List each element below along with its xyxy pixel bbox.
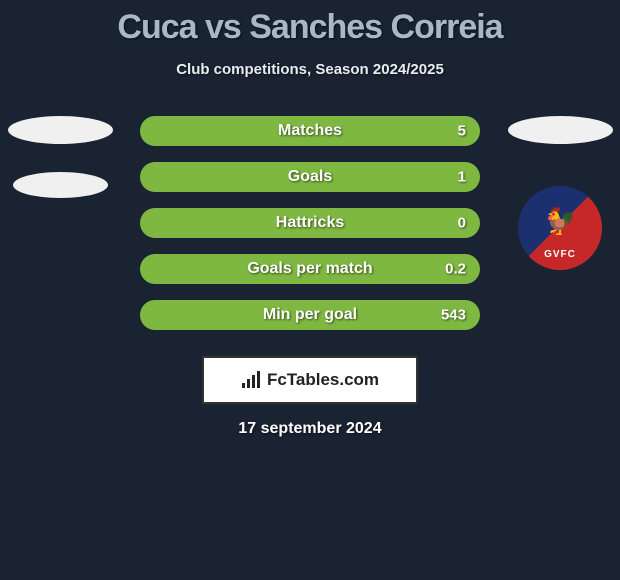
stat-bar-value-right: 1 — [458, 169, 466, 186]
stat-bar-value-right: 0 — [458, 215, 466, 232]
stat-bar: Goals per match 0.2 — [140, 254, 480, 284]
left-placeholder-ellipse-1 — [8, 116, 113, 144]
stat-bar-value-right: 543 — [441, 307, 466, 324]
left-placeholder-ellipse-2 — [13, 172, 108, 198]
stat-bar: Hattricks 0 — [140, 208, 480, 238]
stat-bar-label: Hattricks — [276, 214, 344, 232]
stat-bar: Min per goal 543 — [140, 300, 480, 330]
rooster-icon: 🐓 — [544, 208, 576, 234]
right-player-column: 🐓 GVFC — [500, 116, 620, 270]
stat-bar-label: Goals per match — [247, 260, 372, 278]
gvfc-club-badge: 🐓 GVFC — [518, 186, 602, 270]
stat-bar-value-right: 5 — [458, 123, 466, 140]
comparison-content: Matches 5 Goals 1 Hattricks 0 Goals per match 0… — [0, 116, 620, 336]
footer-attribution-box: FcTables.com — [202, 356, 418, 404]
stat-bar: Matches 5 — [140, 116, 480, 146]
stat-bar-label: Matches — [278, 122, 342, 140]
right-placeholder-ellipse — [508, 116, 613, 144]
footer-text: FcTables.com — [267, 370, 379, 390]
page-subtitle: Club competitions, Season 2024/2025 — [0, 61, 620, 78]
stat-bar-label: Goals — [288, 168, 332, 186]
stat-bar-value-right: 0.2 — [445, 261, 466, 278]
page-title: Cuca vs Sanches Correia — [0, 0, 620, 47]
date-text: 17 september 2024 — [0, 420, 620, 438]
fctables-logo: FcTables.com — [241, 370, 379, 390]
gvfc-badge-text: GVFC — [544, 249, 576, 260]
bars-icon — [241, 371, 263, 389]
stat-bars: Matches 5 Goals 1 Hattricks 0 Goals per match 0… — [140, 116, 480, 330]
stat-bar-label: Min per goal — [263, 306, 357, 324]
left-player-column — [0, 116, 120, 198]
stat-bar: Goals 1 — [140, 162, 480, 192]
